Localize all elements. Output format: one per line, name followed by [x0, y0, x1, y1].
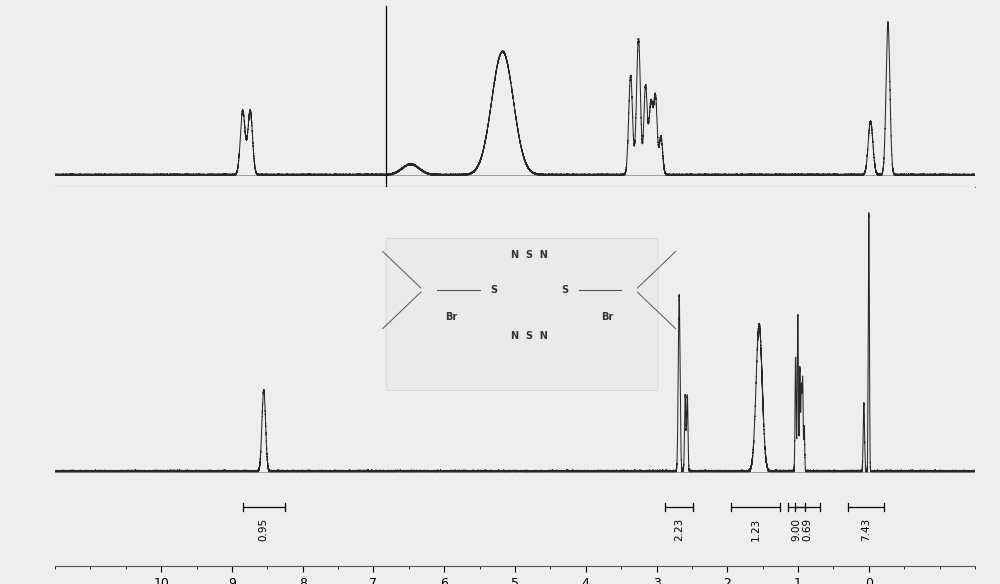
Text: Br: Br — [601, 312, 613, 322]
Text: N  S  N: N S N — [511, 250, 548, 260]
FancyBboxPatch shape — [386, 238, 658, 390]
Text: N  S  N: N S N — [511, 331, 548, 341]
Text: 0.95: 0.95 — [259, 517, 269, 541]
Text: 0.69: 0.69 — [802, 517, 812, 541]
Text: 2.23: 2.23 — [674, 517, 684, 541]
Text: 1.23: 1.23 — [751, 517, 761, 541]
Text: 7.43: 7.43 — [861, 517, 871, 541]
Text: S: S — [490, 285, 497, 295]
Text: S: S — [561, 285, 568, 295]
Text: ppm: ppm — [947, 210, 975, 223]
Text: 9.00: 9.00 — [792, 517, 802, 541]
Text: Br: Br — [445, 312, 457, 322]
